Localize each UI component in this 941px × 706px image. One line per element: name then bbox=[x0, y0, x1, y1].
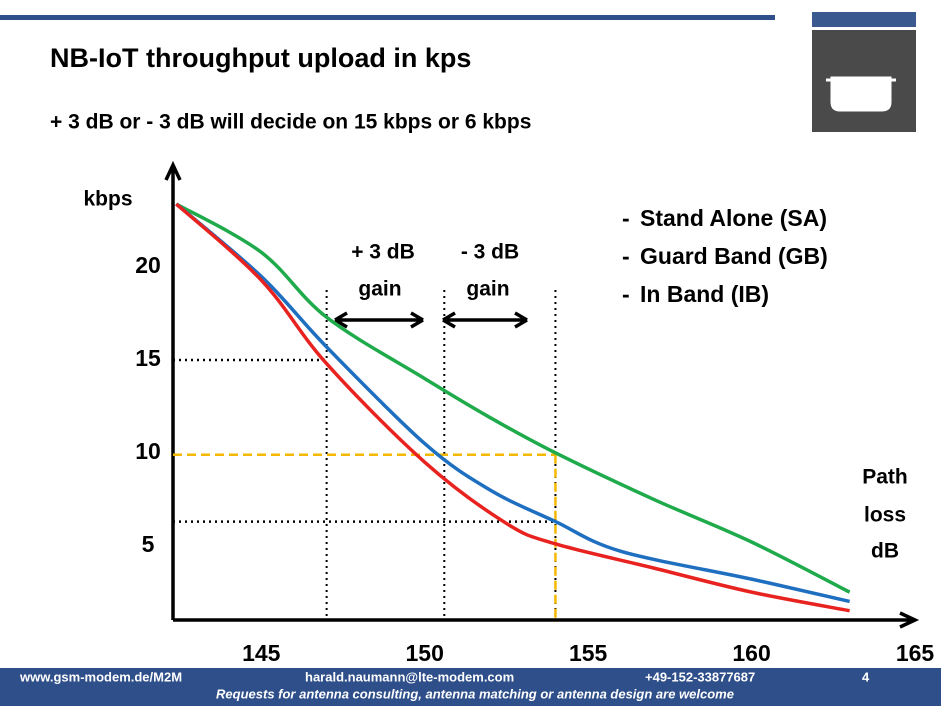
legend-label: Guard Band (GB) bbox=[640, 243, 828, 269]
series-line bbox=[175, 202, 850, 613]
gain-arrows bbox=[334, 311, 528, 329]
x-tick-label: 165 bbox=[896, 640, 935, 666]
footer-email: harald.naumann@lte-modem.com bbox=[305, 669, 514, 684]
y-tick-label: 20 bbox=[135, 252, 161, 278]
y-tick-label: 10 bbox=[135, 438, 161, 464]
x-tick-label: 160 bbox=[732, 640, 770, 666]
footer-bar bbox=[0, 668, 941, 706]
legend-dash: - bbox=[622, 243, 630, 269]
y-tick-label: 5 bbox=[142, 531, 155, 557]
x-axis-label: Path bbox=[862, 466, 908, 489]
legend-label: Stand Alone (SA) bbox=[640, 205, 827, 231]
logo-pot bbox=[826, 76, 896, 112]
y-axis-label: kbps bbox=[83, 188, 132, 211]
x-tick-label: 155 bbox=[569, 640, 608, 666]
axes bbox=[164, 160, 920, 629]
slide-title: NB-IoT throughput upload in kps bbox=[50, 43, 471, 73]
x-tick-label: 145 bbox=[242, 640, 281, 666]
series-line bbox=[175, 202, 851, 594]
legend-dash: - bbox=[622, 205, 630, 231]
y-tick-label: 15 bbox=[135, 345, 161, 371]
x-axis-label: loss bbox=[864, 504, 906, 527]
chart: kbps Path loss dB + 3 dB gain - 3 dB gai… bbox=[83, 160, 935, 666]
annotation: gain bbox=[358, 278, 401, 301]
header-line bbox=[0, 15, 775, 20]
annotation: - 3 dB bbox=[461, 241, 519, 264]
header-box bbox=[812, 12, 916, 27]
slide-subtitle: + 3 dB or - 3 dB will decide on 15 kbps … bbox=[50, 111, 531, 134]
footer-website: www.gsm-modem.de/M2M bbox=[19, 669, 182, 684]
footer-phone: +49-152-33877687 bbox=[645, 669, 755, 684]
legend-label: In Band (IB) bbox=[640, 281, 769, 307]
footer-note: Requests for antenna consulting, antenna… bbox=[216, 686, 734, 701]
series-line bbox=[175, 202, 851, 604]
legend-dash: - bbox=[622, 281, 630, 307]
x-tick-label: 150 bbox=[406, 640, 444, 666]
annotation: gain bbox=[466, 278, 509, 301]
annotation: + 3 dB bbox=[351, 241, 415, 264]
footer-page: 4 bbox=[862, 669, 870, 684]
x-axis-label: dB bbox=[871, 540, 899, 563]
